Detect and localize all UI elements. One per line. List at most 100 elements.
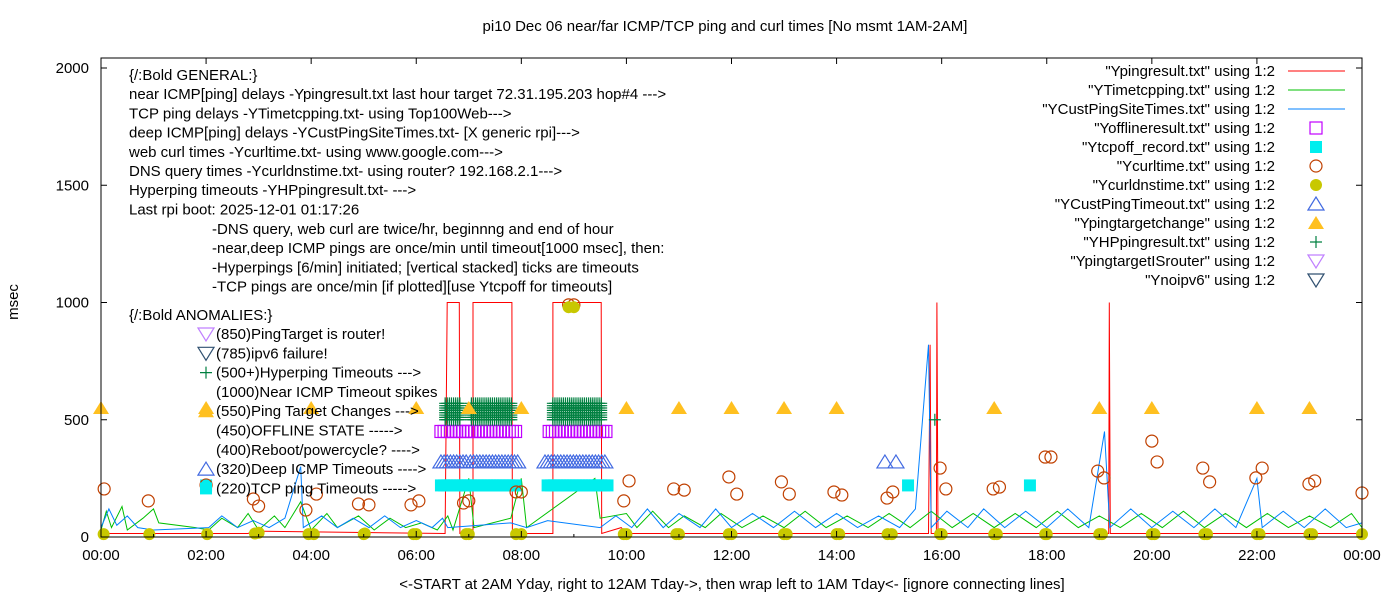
targetChange-marker [303,401,320,415]
x-tick-label: 12:00 [713,547,751,564]
annotation-anomaly-line: (400)Reboot/powercycle? ----> [216,442,420,459]
plot-marks [93,298,1369,541]
curl-marker [1308,474,1322,488]
hp-marker [505,397,518,410]
curl-marker [1145,434,1159,448]
y-axis-label: msec [5,284,22,320]
targetChange-marker [513,401,530,415]
targetChange-marker [1091,401,1108,415]
x-tick-label: 04:00 [292,547,330,564]
annotation-anomaly-line: (320)Deep ICMP Timeouts ----> [216,461,426,478]
curl-marker [309,487,324,501]
legend-label-tcpoff: "Ytcpoff_record.txt" using 1:2 [1082,139,1275,156]
offline-marker [599,424,613,439]
x-tick-label: 08:00 [503,547,541,564]
curl-marker [986,482,1000,496]
targetChange-marker [1301,401,1318,415]
curl-marker [1255,461,1269,475]
legend-marker-tcpoff-icon [1310,141,1322,153]
x-tick-label: 02:00 [187,547,225,564]
legend-label-tcp: "YTimetcpping.txt" using 1:2 [1088,82,1275,99]
curl-marker [404,498,418,512]
legend-marker-hp-icon [1310,236,1322,248]
x-tick-label: 14:00 [818,547,856,564]
anomaly-key-router-icon [196,327,216,343]
curl-marker [622,474,636,488]
annotation-general-line: Last rpi boot: 2025-12-01 01:17:26 [129,201,359,218]
x-tick-label: 22:00 [1238,547,1276,564]
legend-marker-router-icon [1306,254,1326,270]
curl-marker [677,483,691,497]
x-tick-label: 16:00 [923,547,961,564]
dns-marker [201,528,214,541]
targetChange-marker [408,401,425,415]
annotation-general-line: TCP ping delays -YTimetcpping.txt- using… [129,105,512,122]
annotation-general-line: web curl times -Ycurltime.txt- using www… [128,144,503,161]
curl-marker [509,485,523,499]
axes: 00:00 02:00 04:00 06:00 08:00 10:00 12:00 14:00… [56,58,1381,564]
tcpoff-marker [601,479,614,492]
legend-label-curl: "Ycurltime.txt" using 1:2 [1117,158,1275,175]
annotation-anomaly-line: (1000)Near ICMP Timeout spikes [216,384,437,401]
anomaly-key-hp-icon [200,366,212,379]
dns-marker [1095,528,1108,541]
curl-marker [412,494,426,508]
y-tick-label: 500 [64,412,89,429]
curl-marker [246,492,260,506]
chart-title: pi10 Dec 06 near/far ICMP/TCP ping and c… [483,18,968,35]
legend-label-router: "YpingtargetISrouter" using 1:2 [1070,253,1275,270]
legend-label-ping: "Ypingresult.txt" using 1:2 [1105,63,1275,80]
legend-marker-targetChange-icon [1308,216,1324,229]
dns-marker [1253,528,1266,541]
y-tick-label: 1500 [56,177,89,194]
targetChange-marker [723,401,740,415]
dns-marker [97,528,110,541]
annotation-anomaly-line: (785)ipv6 failure! [216,345,328,362]
dns-marker [1201,528,1214,541]
dns-marker [252,526,265,539]
legend-marker-offline-icon [1309,121,1323,135]
anomaly-key-custTimeout-icon [196,460,216,476]
curl-marker [617,494,631,508]
annotation-anomaly-line: (550)Ping Target Changes ---> [216,403,419,420]
curl-marker [933,461,947,475]
curl-marker [141,494,155,508]
targetChange-marker [986,401,1003,415]
targetChange-marker [618,401,635,415]
curl-marker [774,475,789,489]
annotation-anomaly-line: (850)PingTarget is router! [216,326,385,343]
annotation-general-line: DNS query times -Ycurldnstime.txt- using… [129,163,562,180]
curl-marker [351,497,366,511]
curl-marker [939,482,953,496]
targetChange-marker [776,401,793,415]
custTimeout-marker [508,453,527,469]
legend-label-targetChange: "Ypingtargetchange" using 1:2 [1074,215,1275,232]
targetChange-marker [828,401,845,415]
annotation-general-line: near ICMP[ping] delays -Ypingresult.txt … [129,86,666,103]
annotations: {/:Bold GENERAL:} near ICMP[ping] delays … [128,67,666,497]
targetChange-marker [1248,401,1265,415]
legend-marker-curl-icon [1309,159,1323,173]
curl-marker [514,485,528,499]
curl-marker [1038,450,1052,464]
dns-marker [990,528,1003,541]
curl-marker [835,488,849,502]
series-line-tcp [100,477,1363,532]
annotation-note-line: -DNS query, web curl are twice/hr, begin… [212,221,614,238]
anomaly-key-targetChange-icon [198,404,214,418]
legend-label-noipv6: "Ynoipv6" using 1:2 [1145,272,1275,289]
curl-marker [1196,461,1210,475]
curl-marker [886,485,900,499]
custTimeout-marker [875,453,894,469]
legend-label-hp: "YHPpingresult.txt" using 1:2 [1083,234,1275,251]
targetChange-marker [1143,401,1160,415]
tcpoff-marker [1023,479,1036,492]
x-tick-label: 20:00 [1133,547,1171,564]
legend-label-cust: "YCustPingSiteTimes.txt" using 1:2 [1042,101,1275,118]
y-tick-label: 0 [81,529,89,546]
annotation-general-line: Hyperping timeouts -YHPpingresult.txt- -… [129,182,416,199]
legend-label-dns: "Ycurldnstime.txt" using 1:2 [1093,177,1275,194]
curl-marker [992,480,1007,494]
annotation-note-line: -TCP pings are once/min [if plotted][use… [212,279,612,296]
